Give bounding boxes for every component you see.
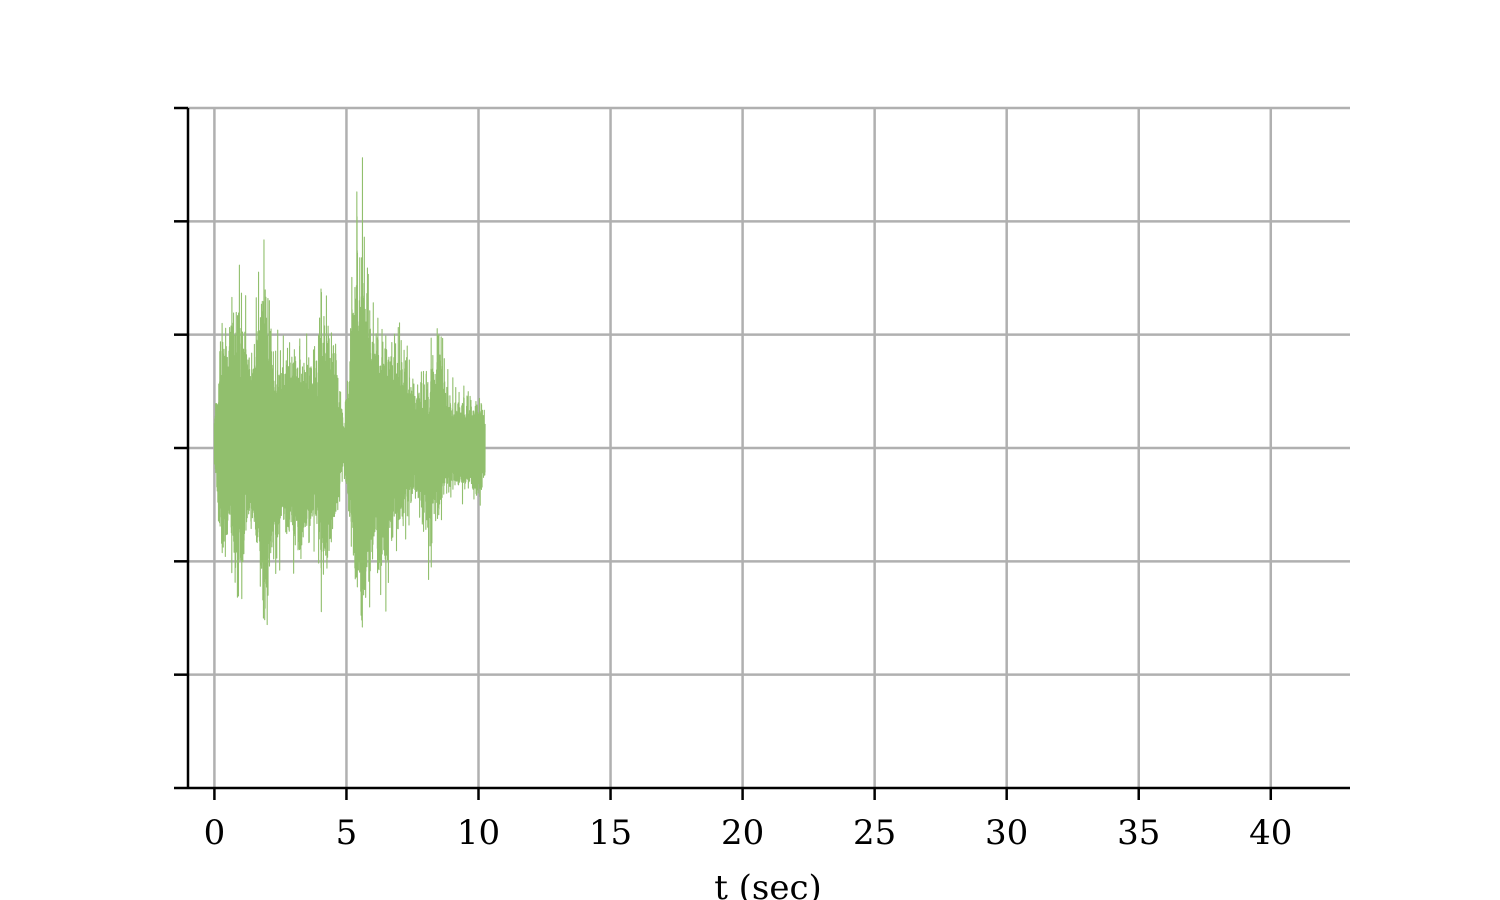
x-tick-label: 5	[336, 813, 358, 853]
y-ticks	[174, 106, 188, 790]
x-tick-label: 10	[457, 813, 500, 853]
x-tick-label: 30	[985, 813, 1028, 853]
x-tick-label: 35	[1117, 813, 1160, 853]
x-tick-label: 15	[589, 813, 632, 853]
x-axis-label: t (sec)	[714, 868, 822, 900]
signal-line	[213, 157, 486, 628]
x-tick-label: 0	[204, 813, 226, 853]
x-tick-label: 20	[721, 813, 764, 853]
series-signal	[213, 157, 486, 628]
x-ticks: 0 5 10 15 20 25 30 35 40	[204, 788, 1292, 853]
x-tick-label: 25	[853, 813, 896, 853]
x-tick-label: 40	[1249, 813, 1292, 853]
